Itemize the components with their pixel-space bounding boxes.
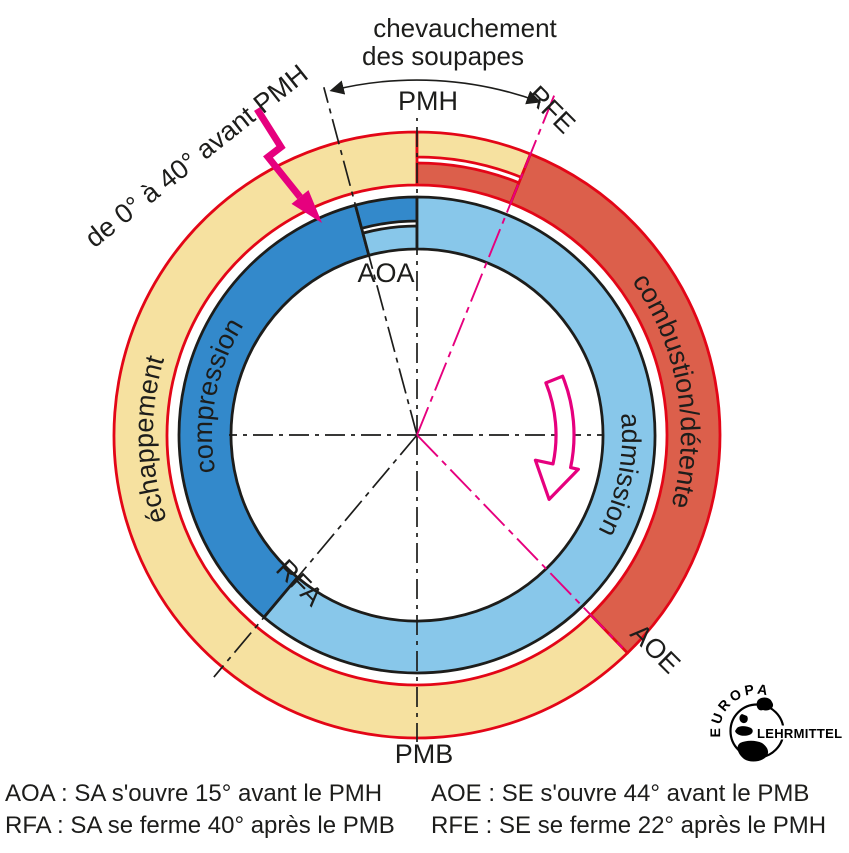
publisher-logo: EUROPA LEHRMITTEL: [707, 681, 846, 762]
logo-lehrmittel-text: LEHRMITTEL: [757, 726, 842, 741]
legend-aoa: AOA : SA s'ouvre 15° avant le PMH: [5, 780, 382, 807]
arc-compression-main: [177, 203, 371, 619]
arc-power-main: [509, 152, 722, 655]
overlap-title-line2: des soupapes: [362, 41, 524, 71]
arc-intake-overlap: [361, 224, 419, 257]
rfa-line: [213, 434, 418, 678]
rfe-label: RFE: [522, 80, 581, 139]
pmb-label: PMB: [395, 739, 454, 769]
legend-rfe: RFE : SE se ferme 22° après le PMH: [431, 812, 826, 839]
center-lines: [213, 87, 624, 742]
legend-rfa: RFA : SA se ferme 40° après le PMB: [5, 812, 395, 839]
legend-aoe: AOE : SE s'ouvre 44° avant le PMB: [431, 780, 809, 807]
globe-landmass: [735, 697, 774, 762]
overlap-title-line1: chevauchement: [373, 13, 557, 43]
ignition-lightning-arrow: [254, 107, 322, 223]
rotation-arrow: [533, 374, 580, 501]
overlap-arc-arrow: [329, 79, 542, 105]
aoa-label: AOA: [357, 258, 414, 288]
ring-segments: [112, 130, 722, 740]
aoe-line: [416, 434, 624, 649]
pmh-label: PMH: [398, 86, 458, 116]
arc-compression-overlap: [354, 195, 419, 230]
rfe-line: [416, 93, 556, 436]
aoa-line: [323, 87, 418, 436]
arc-exhaust-main: [112, 130, 629, 740]
arc-intake-main: [262, 195, 657, 675]
logo-text-band: [753, 725, 846, 740]
